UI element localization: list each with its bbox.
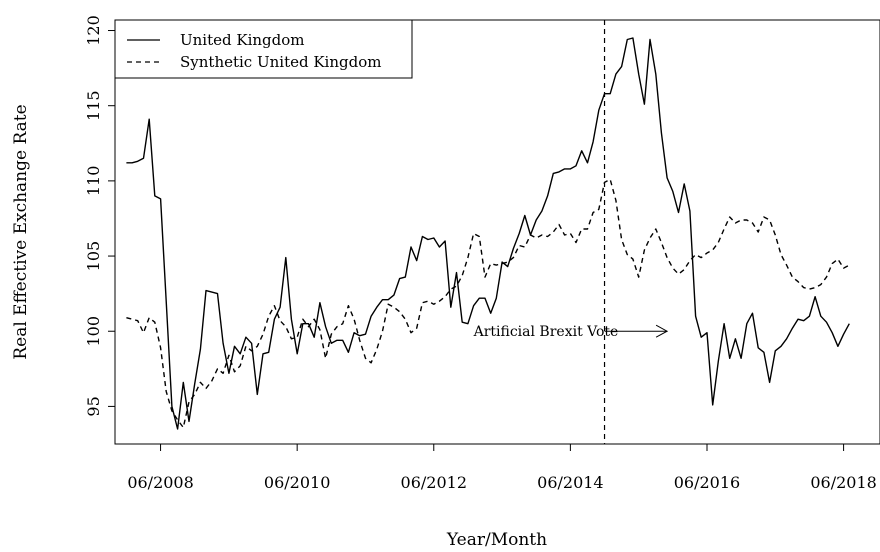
x-axis-title: Year/Month [446,530,547,550]
y-tick-label: 105 [84,241,103,272]
legend-label-synthetic: Synthetic United Kingdom [180,53,381,71]
y-tick-label: 110 [84,166,103,197]
y-tick-label: 115 [84,90,103,121]
y-axis: 95 100 105 110 115 120 [84,15,115,417]
x-tick-label: 06/2016 [674,473,740,492]
legend-box [114,19,413,79]
series-line-united-kingdom [126,37,850,430]
series-line-synthetic-united-kingdom [126,178,850,429]
series-layer [126,37,850,430]
y-tick-label: 100 [84,316,103,347]
x-tick-label: 06/2008 [127,473,193,492]
y-tick-label: 95 [84,396,103,416]
x-tick-label: 06/2014 [537,473,603,492]
legend-label-uk: United Kingdom [180,31,305,49]
legend: United Kingdom Synthetic United Kingdom [114,19,413,79]
brexit-annotation: Artificial Brexit Vote [473,324,669,340]
x-tick-label: 06/2010 [264,473,330,492]
x-axis: 06/2008 06/2010 06/2012 06/2014 06/2016 06/20… [127,444,877,492]
annotation-label: Artificial Brexit Vote [473,324,619,340]
y-axis-title: Real Effective Exchange Rate [11,104,31,359]
annotation-arrow-head [655,324,669,338]
plot-frame [114,19,880,445]
y-tick-label: 120 [84,15,103,46]
x-tick-label: 06/2012 [401,473,467,492]
x-tick-label: 06/2018 [810,473,876,492]
